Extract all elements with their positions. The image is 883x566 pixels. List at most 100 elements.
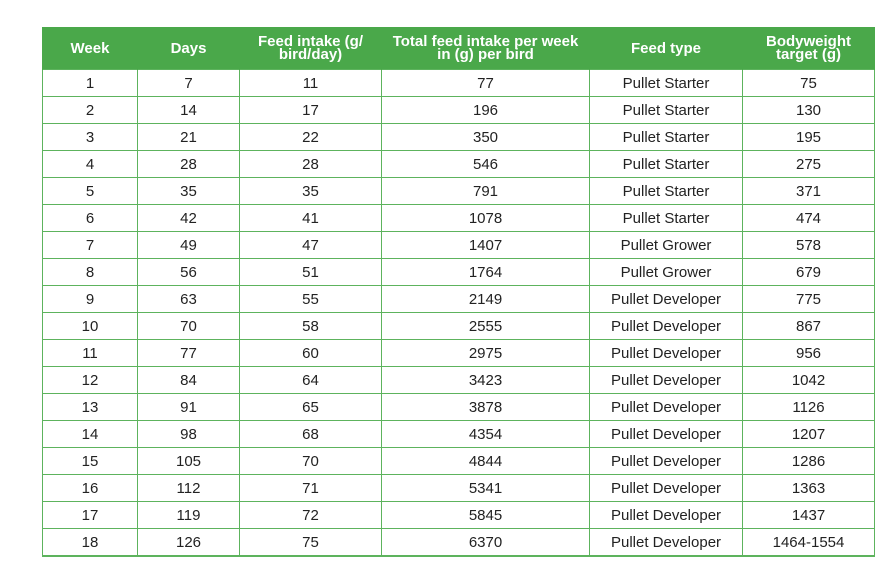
table-row: 1 7 11 77 Pullet Starter 75 — [42, 69, 875, 97]
cell-bodyweight-target: 1042 — [742, 366, 875, 394]
header-week: Week — [42, 27, 138, 70]
cell-total-feed-intake: 4844 — [381, 447, 590, 475]
cell-week: 14 — [42, 420, 138, 448]
table-row: 12 84 64 3423 Pullet Developer 1042 — [42, 366, 875, 394]
table-row: 16 112 71 5341 Pullet Developer 1363 — [42, 474, 875, 502]
cell-feed-intake: 65 — [239, 393, 382, 421]
cell-days: 126 — [137, 528, 240, 557]
table-row: 6 42 41 1078 Pullet Starter 474 — [42, 204, 875, 232]
cell-feed-intake: 41 — [239, 204, 382, 232]
cell-feed-intake: 70 — [239, 447, 382, 475]
cell-total-feed-intake: 1764 — [381, 258, 590, 286]
cell-feed-intake: 11 — [239, 69, 382, 97]
cell-days: 91 — [137, 393, 240, 421]
cell-total-feed-intake: 546 — [381, 150, 590, 178]
cell-week: 15 — [42, 447, 138, 475]
cell-days: 56 — [137, 258, 240, 286]
cell-feed-type: Pullet Developer — [589, 447, 743, 475]
cell-feed-intake: 51 — [239, 258, 382, 286]
cell-bodyweight-target: 1437 — [742, 501, 875, 529]
cell-bodyweight-target: 474 — [742, 204, 875, 232]
cell-feed-type: Pullet Starter — [589, 96, 743, 124]
cell-days: 35 — [137, 177, 240, 205]
cell-feed-type: Pullet Developer — [589, 312, 743, 340]
cell-week: 4 — [42, 150, 138, 178]
cell-bodyweight-target: 1286 — [742, 447, 875, 475]
cell-feed-type: Pullet Developer — [589, 528, 743, 557]
cell-feed-type: Pullet Grower — [589, 258, 743, 286]
header-days: Days — [137, 27, 240, 70]
cell-bodyweight-target: 1464-1554 — [742, 528, 875, 557]
cell-feed-intake: 28 — [239, 150, 382, 178]
cell-total-feed-intake: 196 — [381, 96, 590, 124]
cell-week: 3 — [42, 123, 138, 151]
cell-week: 7 — [42, 231, 138, 259]
cell-week: 1 — [42, 69, 138, 97]
cell-days: 119 — [137, 501, 240, 529]
cell-total-feed-intake: 2555 — [381, 312, 590, 340]
cell-feed-type: Pullet Developer — [589, 366, 743, 394]
cell-feed-intake: 47 — [239, 231, 382, 259]
cell-bodyweight-target: 1207 — [742, 420, 875, 448]
cell-feed-intake: 71 — [239, 474, 382, 502]
table-row: 17 119 72 5845 Pullet Developer 1437 — [42, 501, 875, 529]
cell-total-feed-intake: 2975 — [381, 339, 590, 367]
header-feed-intake: Feed intake (g/ bird/day) — [239, 27, 382, 70]
cell-total-feed-intake: 4354 — [381, 420, 590, 448]
cell-week: 11 — [42, 339, 138, 367]
cell-bodyweight-target: 578 — [742, 231, 875, 259]
cell-bodyweight-target: 775 — [742, 285, 875, 313]
cell-bodyweight-target: 275 — [742, 150, 875, 178]
cell-days: 28 — [137, 150, 240, 178]
cell-feed-intake: 55 — [239, 285, 382, 313]
cell-days: 63 — [137, 285, 240, 313]
cell-week: 10 — [42, 312, 138, 340]
cell-feed-intake: 75 — [239, 528, 382, 557]
table-row: 4 28 28 546 Pullet Starter 275 — [42, 150, 875, 178]
cell-days: 70 — [137, 312, 240, 340]
cell-feed-intake: 72 — [239, 501, 382, 529]
cell-feed-intake: 35 — [239, 177, 382, 205]
cell-feed-type: Pullet Developer — [589, 474, 743, 502]
cell-feed-type: Pullet Starter — [589, 150, 743, 178]
cell-bodyweight-target: 867 — [742, 312, 875, 340]
cell-total-feed-intake: 6370 — [381, 528, 590, 557]
table-row: 9 63 55 2149 Pullet Developer 775 — [42, 285, 875, 313]
cell-feed-intake: 60 — [239, 339, 382, 367]
cell-days: 77 — [137, 339, 240, 367]
cell-days: 105 — [137, 447, 240, 475]
cell-days: 21 — [137, 123, 240, 151]
table-row: 18 126 75 6370 Pullet Developer 1464-1554 — [42, 528, 875, 557]
table-row: 15 105 70 4844 Pullet Developer 1286 — [42, 447, 875, 475]
feed-schedule-table: Week Days Feed intake (g/ bird/day) Tota… — [42, 27, 875, 557]
cell-feed-type: Pullet Developer — [589, 339, 743, 367]
cell-week: 8 — [42, 258, 138, 286]
cell-days: 42 — [137, 204, 240, 232]
cell-week: 5 — [42, 177, 138, 205]
cell-total-feed-intake: 2149 — [381, 285, 590, 313]
cell-total-feed-intake: 77 — [381, 69, 590, 97]
cell-days: 14 — [137, 96, 240, 124]
cell-feed-type: Pullet Developer — [589, 285, 743, 313]
table-row: 2 14 17 196 Pullet Starter 130 — [42, 96, 875, 124]
cell-days: 49 — [137, 231, 240, 259]
cell-bodyweight-target: 1126 — [742, 393, 875, 421]
cell-bodyweight-target: 130 — [742, 96, 875, 124]
cell-feed-type: Pullet Starter — [589, 123, 743, 151]
cell-total-feed-intake: 5341 — [381, 474, 590, 502]
cell-feed-type: Pullet Starter — [589, 204, 743, 232]
cell-bodyweight-target: 75 — [742, 69, 875, 97]
cell-bodyweight-target: 679 — [742, 258, 875, 286]
cell-total-feed-intake: 3423 — [381, 366, 590, 394]
cell-feed-type: Pullet Developer — [589, 420, 743, 448]
cell-week: 16 — [42, 474, 138, 502]
cell-week: 2 — [42, 96, 138, 124]
table-row: 3 21 22 350 Pullet Starter 195 — [42, 123, 875, 151]
cell-total-feed-intake: 3878 — [381, 393, 590, 421]
cell-feed-type: Pullet Grower — [589, 231, 743, 259]
table-header-row: Week Days Feed intake (g/ bird/day) Tota… — [42, 27, 875, 70]
cell-bodyweight-target: 371 — [742, 177, 875, 205]
header-total-feed-intake: Total feed intake per week in (g) per bi… — [381, 27, 590, 70]
cell-total-feed-intake: 1078 — [381, 204, 590, 232]
cell-total-feed-intake: 791 — [381, 177, 590, 205]
